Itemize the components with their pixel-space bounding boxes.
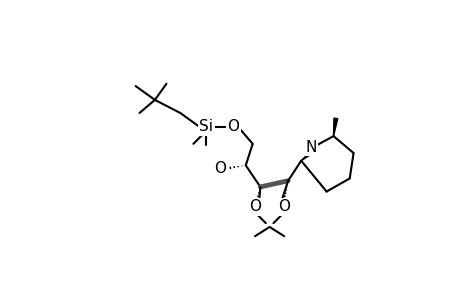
- Text: O: O: [278, 200, 290, 214]
- Polygon shape: [333, 118, 337, 136]
- Polygon shape: [301, 148, 315, 161]
- Text: O: O: [227, 119, 239, 134]
- Text: O: O: [214, 161, 226, 176]
- Text: N: N: [305, 140, 316, 155]
- Text: Si: Si: [199, 119, 213, 134]
- Text: O: O: [248, 200, 260, 214]
